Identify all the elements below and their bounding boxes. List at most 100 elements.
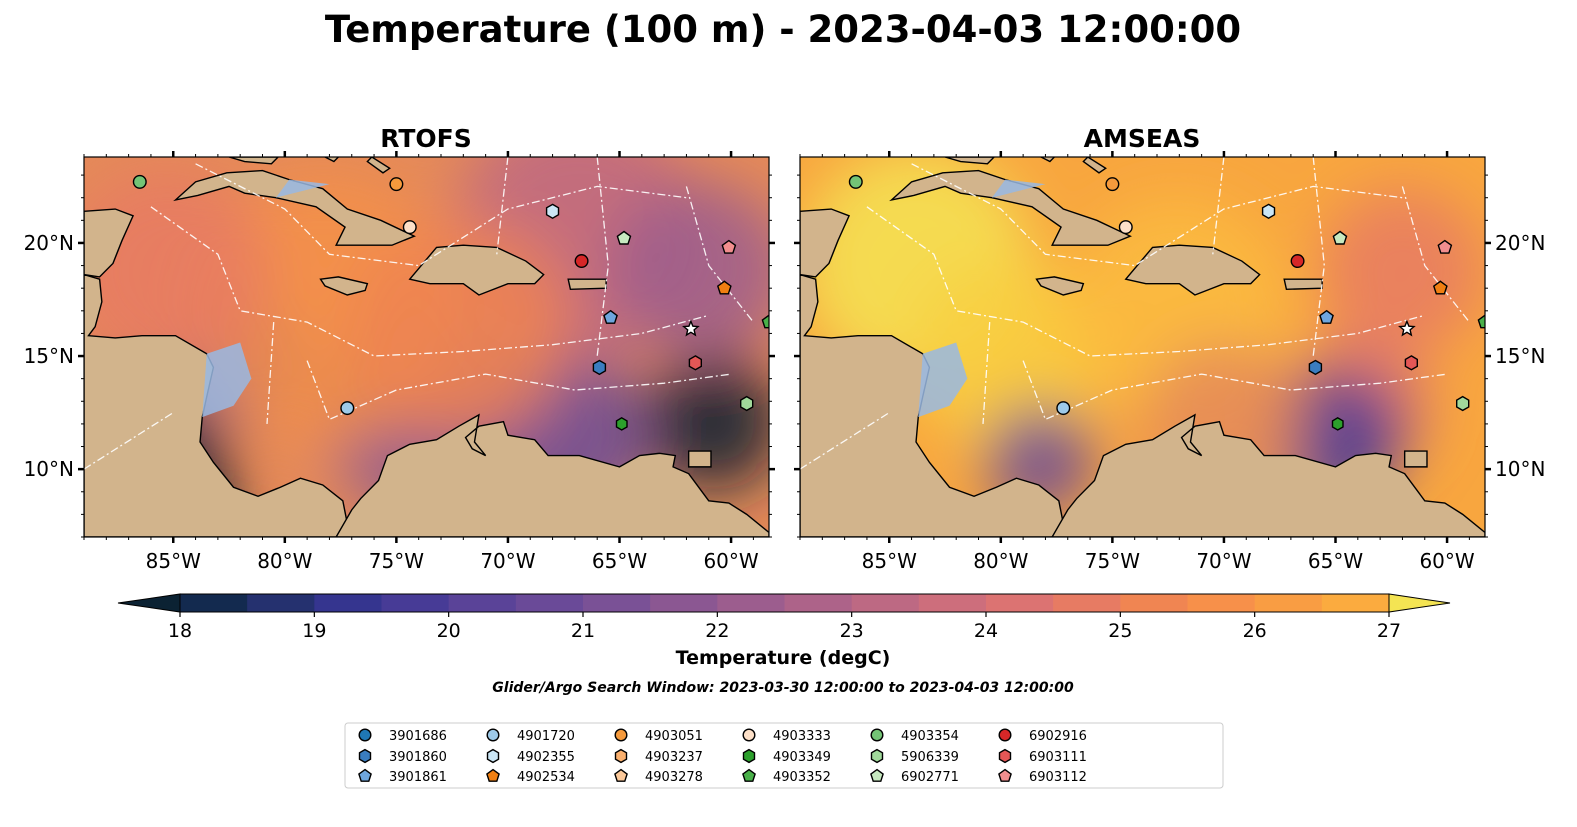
land-southAmerica (1051, 413, 1485, 537)
panel-title-amseas: AMSEAS (1084, 124, 1201, 153)
float-marker-6903111 (1404, 355, 1419, 371)
float-marker-extra (615, 416, 628, 431)
float-marker-3901861 (1319, 309, 1334, 324)
land-bahamas2 (366, 157, 391, 174)
legend-marker-4903352 (742, 768, 756, 782)
legend-marker-4902355 (486, 748, 500, 764)
colorbar-bin (650, 594, 718, 612)
colorbar-tick-label: 25 (1108, 620, 1132, 642)
float-marker-4903352 (1477, 314, 1485, 329)
colorbar-bin (180, 594, 248, 612)
colorbar-bin (515, 594, 584, 612)
legend-item: 3901686 (358, 728, 447, 744)
land-jamaica (1035, 276, 1085, 296)
legend-item: 4903278 (614, 768, 703, 785)
platform-legend: 3901686 3901860 3901861 4901720 4902355 49025… (344, 722, 1224, 789)
legend-label: 4903333 (773, 729, 831, 744)
float-marker-6903112 (1437, 239, 1453, 254)
float-marker-4902355 (545, 203, 560, 220)
land-centralAmerica (84, 273, 349, 537)
lon-tick-label: 70°W (480, 549, 535, 573)
land-bahamas1 (1039, 157, 1056, 163)
legend-label: 3901686 (389, 729, 447, 744)
map-area (800, 157, 1485, 537)
lon-tick-label: 75°W (369, 549, 424, 573)
colorbar-tick-label: 24 (974, 620, 998, 642)
legend-marker-3901686 (358, 728, 372, 742)
colorbar-bin (1321, 594, 1390, 612)
legend-item: 4903237 (614, 748, 703, 765)
legend-label: 3901860 (389, 750, 447, 765)
panel-title-rtofs: RTOFS (380, 124, 472, 153)
float-marker-5906339 (1455, 395, 1470, 412)
land-cuba (889, 169, 1132, 246)
shelf-area (991, 179, 1046, 198)
colorbar-bin (918, 594, 987, 612)
float-marker-4903354 (132, 174, 147, 189)
legend-label: 4902534 (517, 770, 575, 785)
eez-boundary (150, 206, 709, 357)
legend-label: 6903111 (1029, 750, 1087, 765)
legend-marker-6903111 (998, 748, 1012, 764)
land-puertoRico (567, 278, 607, 291)
float-marker-3901860 (592, 359, 607, 376)
colorbar-tick-label: 22 (705, 620, 729, 642)
map-frame (799, 156, 1486, 538)
land-centralAmerica (800, 273, 1065, 537)
legend-marker-6902771 (870, 768, 884, 782)
float-marker-6903111 (688, 355, 702, 371)
legend-marker-4903333 (742, 728, 756, 742)
land-jamaica (319, 276, 369, 296)
colorbar-bin (1187, 594, 1256, 612)
float-marker-6902771 (616, 230, 632, 245)
float-marker-4903051 (389, 177, 404, 192)
legend-label: 4902355 (517, 750, 575, 765)
lat-tick-label: 15°N (24, 344, 74, 368)
colorbar-extend-min (117, 593, 181, 613)
eez-boundary (800, 412, 890, 470)
colorbar-tick-label: 27 (1377, 620, 1401, 642)
map-frame (83, 156, 770, 538)
legend-marker-4903278 (614, 768, 628, 782)
lon-tick-label: 80°W (973, 549, 1028, 573)
legend-item: 4902355 (486, 748, 575, 765)
legend-item: 6903111 (998, 748, 1087, 765)
legend-label: 4903051 (645, 729, 703, 744)
colorbar-bin (1053, 594, 1121, 612)
map-area (84, 157, 769, 537)
eez-boundary (266, 322, 275, 424)
lon-tick-label: 70°W (1196, 549, 1251, 573)
land-southAmerica (335, 413, 769, 537)
legend-item: 4903349 (742, 748, 831, 765)
legend-label: 6902916 (1029, 729, 1087, 744)
legend-label: 4901720 (517, 729, 575, 744)
land-puertoRico (1283, 278, 1323, 291)
float-marker-4903354 (848, 174, 863, 189)
float-marker-4902355 (1261, 203, 1276, 220)
eez-boundary (982, 322, 991, 424)
eez-boundary (306, 360, 732, 421)
land-hispaniola (408, 244, 545, 296)
lon-tick-label: 85°W (862, 549, 917, 573)
legend-item: 4903352 (742, 768, 831, 785)
colorbar-bin (1120, 594, 1188, 612)
legend-marker-6903112 (998, 768, 1012, 782)
legend-label: 4903237 (645, 750, 703, 765)
land-cuba (173, 169, 416, 246)
colorbar-tick-label: 20 (437, 620, 461, 642)
colorbar-bin (314, 594, 382, 612)
legend-item: 4903051 (614, 728, 703, 744)
map-panel-rtofs: 85°W 80°W 75°W 70°W 65°W 60°W 20°N 15°N 10°N (24, 151, 775, 573)
land-florida (944, 157, 996, 165)
colorbar-tick-label: 18 (168, 620, 192, 642)
land-hispaniola (1124, 244, 1261, 296)
float-marker-4903333 (402, 220, 417, 235)
lon-tick-label: 75°W (1085, 549, 1140, 573)
legend-marker-3901861 (358, 768, 372, 782)
colorbar-tick-label: 26 (1243, 620, 1267, 642)
float-marker-extra (1331, 416, 1344, 431)
colorbar-label: Temperature (degC) (676, 647, 891, 669)
float-marker-4902534 (1432, 280, 1448, 295)
colorbar-frame (179, 593, 1390, 613)
